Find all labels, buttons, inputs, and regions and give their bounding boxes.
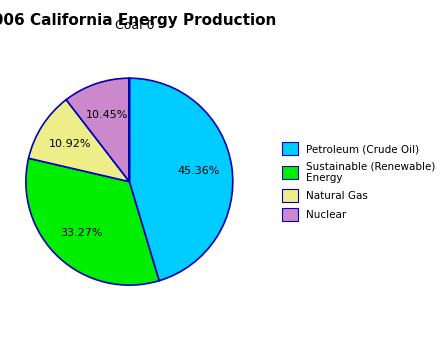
- Wedge shape: [29, 100, 129, 182]
- Wedge shape: [66, 78, 129, 182]
- Wedge shape: [129, 78, 233, 281]
- Text: 10.92%: 10.92%: [49, 139, 91, 149]
- Text: 33.27%: 33.27%: [60, 228, 103, 238]
- Text: Coal 0: Coal 0: [115, 19, 154, 31]
- Text: 10.45%: 10.45%: [86, 110, 128, 120]
- Title: 2006 California Energy Production: 2006 California Energy Production: [0, 12, 277, 28]
- Legend: Petroleum (Crude Oil), Sustainable (Renewable)
Energy, Natural Gas, Nuclear: Petroleum (Crude Oil), Sustainable (Rene…: [277, 137, 441, 226]
- Wedge shape: [26, 158, 159, 285]
- Text: 45.36%: 45.36%: [178, 166, 220, 176]
